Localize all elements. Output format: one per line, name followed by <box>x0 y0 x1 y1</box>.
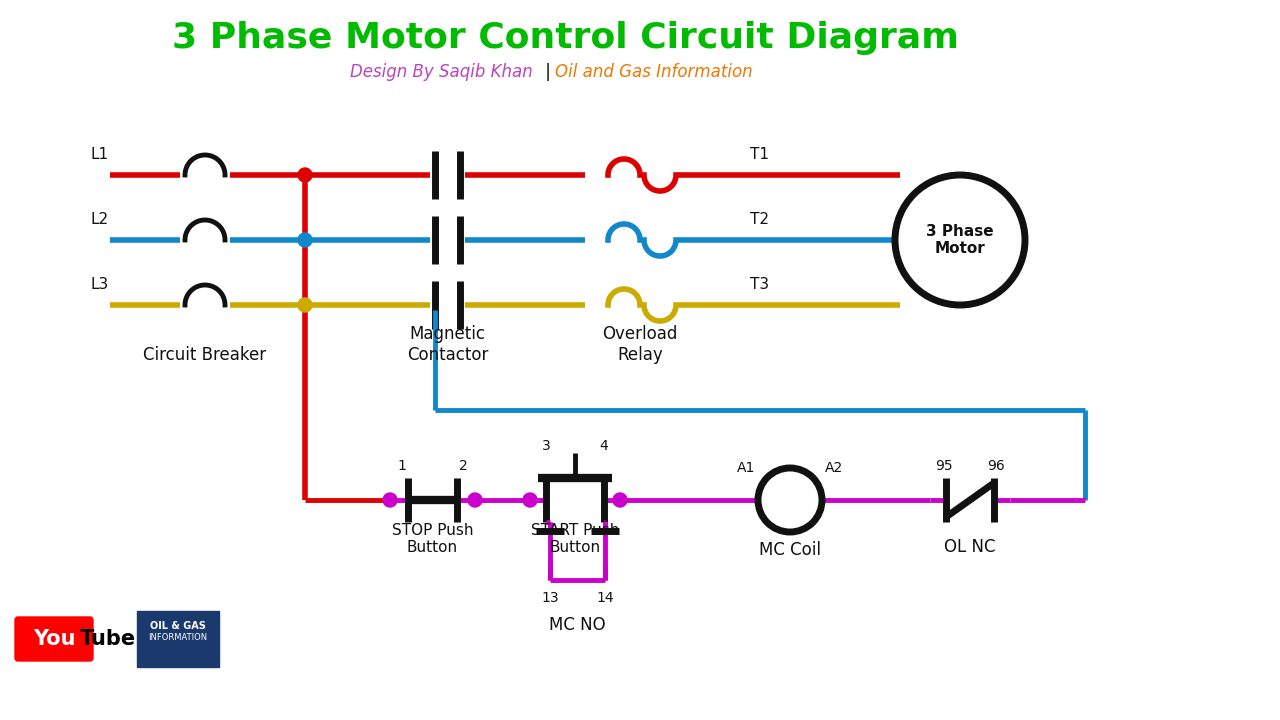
Text: Overload
Relay: Overload Relay <box>603 325 677 364</box>
Circle shape <box>524 493 538 507</box>
FancyBboxPatch shape <box>15 617 93 661</box>
FancyBboxPatch shape <box>137 611 219 667</box>
Text: L3: L3 <box>90 277 109 292</box>
Circle shape <box>298 168 312 182</box>
Text: 96: 96 <box>987 459 1005 473</box>
Text: Design By Saqib Khan: Design By Saqib Khan <box>349 63 532 81</box>
Text: 95: 95 <box>936 459 952 473</box>
Text: T2: T2 <box>750 212 769 227</box>
Text: A2: A2 <box>824 461 844 475</box>
Text: 4: 4 <box>599 439 608 453</box>
Text: 2: 2 <box>458 459 467 473</box>
Text: 3: 3 <box>541 439 550 453</box>
Text: 14: 14 <box>596 591 614 605</box>
Text: MC NO: MC NO <box>549 616 605 634</box>
Text: 13: 13 <box>541 591 559 605</box>
Circle shape <box>298 298 312 312</box>
Circle shape <box>383 493 397 507</box>
Text: STOP Push
Button: STOP Push Button <box>392 523 474 555</box>
Text: Magnetic
Contactor: Magnetic Contactor <box>407 325 488 364</box>
Text: |: | <box>540 63 556 81</box>
Text: You: You <box>33 629 76 649</box>
Text: Circuit Breaker: Circuit Breaker <box>143 346 266 364</box>
Circle shape <box>613 493 627 507</box>
Text: Oil and Gas Information: Oil and Gas Information <box>556 63 753 81</box>
Text: 3 Phase
Motor: 3 Phase Motor <box>927 224 993 256</box>
Text: L2: L2 <box>90 212 108 227</box>
Text: START Push
Button: START Push Button <box>531 523 620 555</box>
Text: L1: L1 <box>90 147 108 162</box>
Text: OIL & GAS: OIL & GAS <box>150 621 206 631</box>
Text: INFORMATION: INFORMATION <box>148 634 207 642</box>
Text: A1: A1 <box>737 461 755 475</box>
Text: T3: T3 <box>750 277 769 292</box>
Text: OL NC: OL NC <box>945 538 996 556</box>
Circle shape <box>298 233 312 247</box>
Text: MC Coil: MC Coil <box>759 541 820 559</box>
Text: 3 Phase Motor Control Circuit Diagram: 3 Phase Motor Control Circuit Diagram <box>172 21 959 55</box>
Text: Tube: Tube <box>79 629 136 649</box>
Text: T1: T1 <box>750 147 769 162</box>
Text: 1: 1 <box>398 459 407 473</box>
Circle shape <box>468 493 483 507</box>
